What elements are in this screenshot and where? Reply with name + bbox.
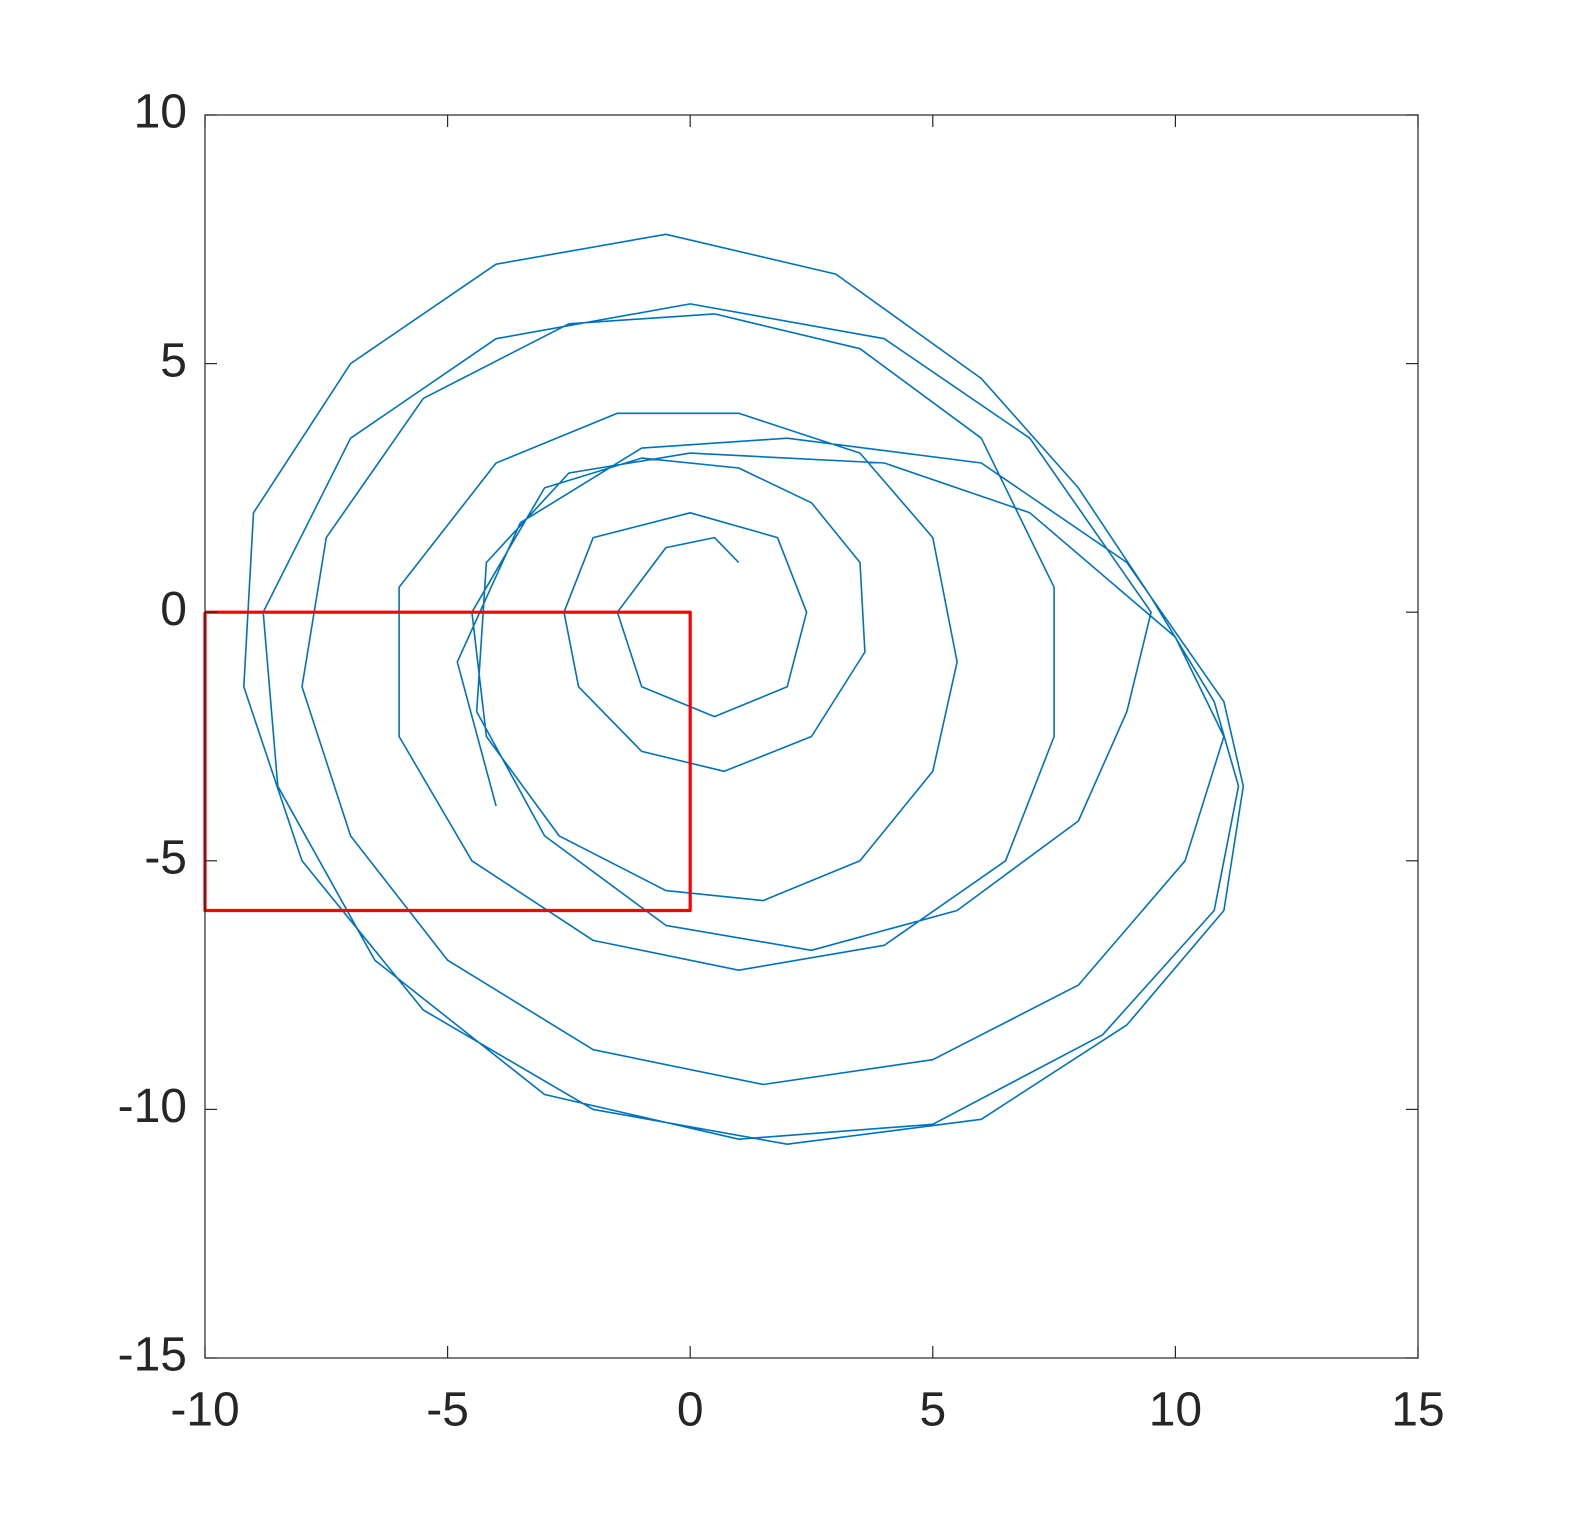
x-tick-label: 10 (1149, 1384, 1202, 1437)
series-line (243, 233, 1245, 1145)
axes-box (204, 114, 1419, 1359)
x-tick-label: 15 (1391, 1384, 1444, 1437)
x-tick-label: 0 (677, 1384, 704, 1437)
x-tick-label: -5 (426, 1384, 469, 1437)
y-tick-label: -15 (118, 1329, 187, 1382)
y-tick-label: -5 (144, 831, 187, 884)
y-tick-label: 0 (160, 583, 187, 636)
y-tick-label: -10 (118, 1080, 187, 1133)
x-tick-label: 5 (919, 1384, 946, 1437)
y-tick-label: 5 (160, 334, 187, 387)
y-tick-label: 10 (134, 86, 187, 139)
x-tick-label: -10 (170, 1384, 239, 1437)
